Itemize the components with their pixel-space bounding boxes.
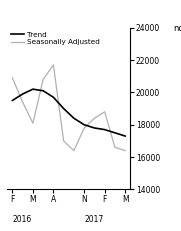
Y-axis label: no.: no.: [173, 24, 181, 33]
Trend: [114, 131, 116, 134]
Seasonally Adjusted: [104, 110, 106, 113]
Trend: [22, 93, 24, 95]
Trend: [63, 107, 65, 110]
Text: 2016: 2016: [12, 215, 32, 224]
Seasonally Adjusted: [22, 101, 24, 103]
Trend: [11, 99, 13, 102]
Seasonally Adjusted: [73, 149, 75, 152]
Trend: [83, 123, 85, 126]
Seasonally Adjusted: [42, 78, 44, 81]
Seasonally Adjusted: [114, 146, 116, 149]
Seasonally Adjusted: [63, 140, 65, 142]
Seasonally Adjusted: [93, 117, 96, 120]
Seasonally Adjusted: [52, 64, 54, 66]
Text: 2017: 2017: [84, 215, 103, 224]
Line: Trend: Trend: [12, 89, 125, 136]
Trend: [42, 89, 44, 92]
Trend: [32, 88, 34, 91]
Trend: [73, 117, 75, 120]
Seasonally Adjusted: [11, 76, 13, 79]
Seasonally Adjusted: [32, 122, 34, 125]
Legend: Trend, Seasonally Adjusted: Trend, Seasonally Adjusted: [11, 31, 100, 45]
Trend: [52, 96, 54, 99]
Line: Seasonally Adjusted: Seasonally Adjusted: [12, 65, 125, 151]
Trend: [124, 135, 126, 137]
Seasonally Adjusted: [83, 127, 85, 129]
Seasonally Adjusted: [124, 149, 126, 152]
Trend: [104, 128, 106, 131]
Trend: [93, 127, 96, 129]
